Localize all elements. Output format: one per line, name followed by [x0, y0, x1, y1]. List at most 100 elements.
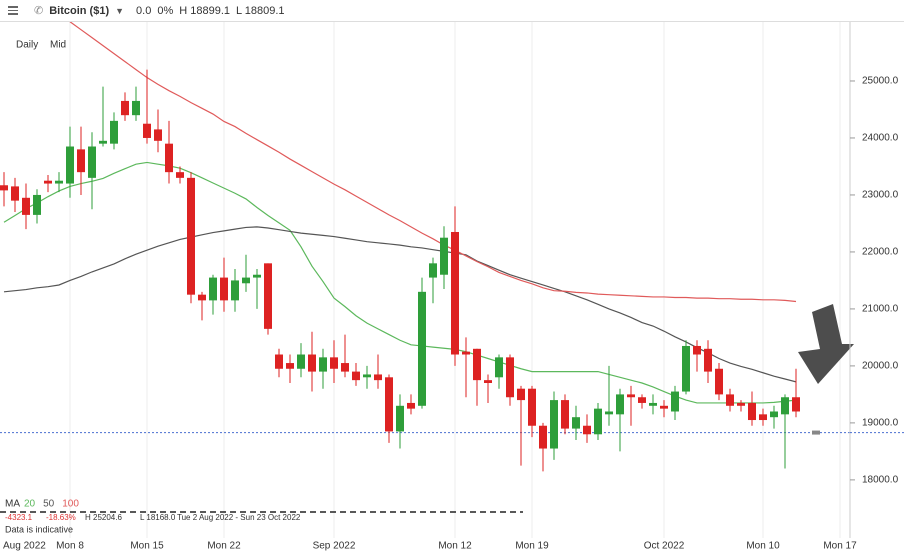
candle-body [561, 400, 569, 429]
candle-body [616, 394, 624, 415]
candle-body [440, 237, 448, 275]
x-tick-label: Oct 2022 [644, 541, 685, 552]
candle-body [715, 368, 723, 395]
candle-body [638, 397, 646, 403]
y-tick-label: 25000.0 [862, 76, 899, 87]
candle-body [550, 400, 558, 449]
y-tick-label: 22000.0 [862, 247, 899, 258]
y-tick-label: 20000.0 [862, 361, 899, 372]
candle-body [528, 388, 536, 426]
candle-body [605, 411, 613, 415]
legend-label: MA [5, 499, 20, 510]
menu-icon[interactable] [8, 4, 18, 17]
candle-body [748, 402, 756, 421]
high: H 18899.1 [179, 4, 231, 17]
legend-entry: 50 [43, 499, 55, 510]
candle-body [0, 185, 8, 191]
candle-body [187, 177, 195, 295]
toolbar: ✆ Bitcoin ($1) ▼ 0.0 0% H 18899.1 L 1880… [0, 0, 904, 22]
candle-body [781, 397, 789, 415]
candle-body [418, 291, 426, 406]
x-tick-label: Sep 2022 [313, 541, 356, 552]
candle-body [264, 263, 272, 329]
y-tick-label: 18000.0 [862, 475, 899, 486]
candle-body [396, 405, 404, 432]
candle-body [363, 374, 371, 378]
candle-body [451, 231, 459, 355]
summary-range: Tue 2 Aug 2022 - Sun 23 Oct 2022 [177, 513, 301, 522]
candle-body [297, 354, 305, 369]
candle-body [594, 408, 602, 435]
y-tick-label: 23000.0 [862, 190, 899, 201]
candle-body [209, 277, 217, 301]
change-pct: 0% [157, 4, 174, 17]
candle-body [121, 100, 129, 116]
instrument[interactable]: Bitcoin ($1) [49, 4, 110, 17]
plot-area [0, 22, 850, 538]
summary-change: -4323.1 [5, 513, 33, 522]
x-tick-label: Mon 22 [207, 541, 241, 552]
candle-body [99, 140, 107, 144]
candle-body [77, 149, 85, 173]
candle-body [649, 402, 657, 406]
legend-entry: 20 [24, 499, 36, 510]
candle-body [176, 172, 184, 178]
candle-body [88, 146, 96, 178]
arrow-annotation [798, 304, 854, 384]
candle-body [11, 186, 19, 201]
dropdown-caret[interactable]: ▼ [115, 5, 125, 16]
summary-note: Data is indicative [5, 524, 73, 534]
y-tick-label: 24000.0 [862, 133, 899, 144]
candle-body [473, 348, 481, 381]
candle-body [198, 294, 206, 301]
candle-body [462, 351, 470, 355]
candle-body [572, 417, 580, 429]
ma-line [69, 22, 797, 303]
candle-body [374, 374, 382, 381]
candle-body [275, 354, 283, 369]
candle-body [330, 357, 338, 369]
change: 0.0 [136, 4, 152, 17]
candle-body [660, 405, 668, 409]
candle-body [583, 425, 591, 435]
candle-body [726, 394, 734, 406]
candle-body [704, 348, 712, 372]
candle-body [22, 197, 30, 215]
candle-body [143, 123, 151, 138]
price-type[interactable]: Mid [50, 40, 66, 51]
candle-body [693, 345, 701, 355]
candle-body [55, 180, 63, 184]
candle-body [231, 280, 239, 301]
candle-body [385, 377, 393, 432]
ma-line [3, 161, 797, 404]
x-tick-label: Mon 12 [438, 541, 472, 552]
y-tick-label: 19000.0 [862, 418, 899, 429]
y-tick-label: 21000.0 [862, 304, 899, 315]
candle-body [627, 394, 635, 398]
interval[interactable]: Daily [16, 40, 38, 51]
candle-body [110, 120, 118, 144]
candle-body [495, 357, 503, 378]
candle-body [506, 357, 514, 398]
candle-body [792, 397, 800, 412]
candle-body [341, 363, 349, 372]
candle-body [44, 180, 52, 184]
candle-body [484, 380, 492, 384]
x-tick-label: Mon 15 [130, 541, 164, 552]
candle-body [539, 425, 547, 449]
candle-body [517, 388, 525, 401]
candle-body [737, 402, 745, 406]
ma-line [3, 226, 797, 383]
candle-body [407, 402, 415, 409]
candle-body [352, 371, 360, 381]
x-tick-label: Mon 8 [56, 541, 84, 552]
candle-body [682, 345, 690, 392]
candle-body [165, 143, 173, 173]
summary-low: L 18168.0 [140, 513, 176, 522]
summary-high: H 25204.6 [85, 513, 122, 522]
candle-body [759, 414, 767, 421]
candle-body [671, 391, 679, 412]
x-tick-label: Mon 19 [515, 541, 549, 552]
candle-body [154, 129, 162, 141]
